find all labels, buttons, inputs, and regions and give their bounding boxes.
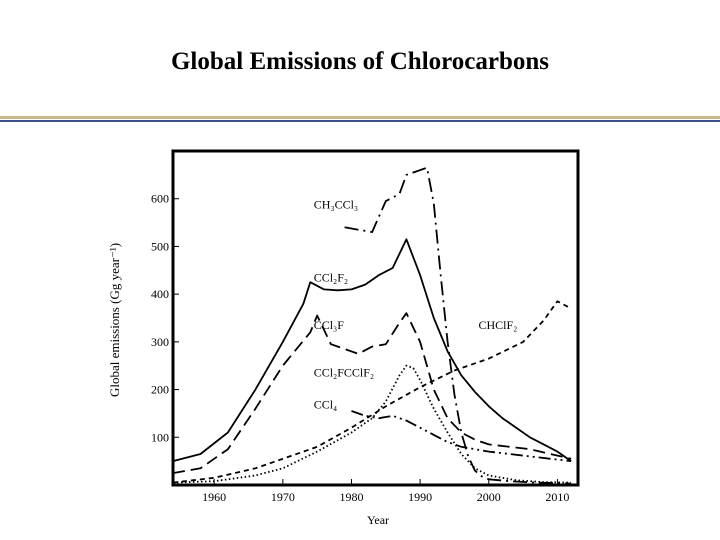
series-label: CCl₄ xyxy=(314,398,338,412)
series-labels: CH₃CCl₃ CCl₂F₂ CCl₃F CHClF₂ CCl₂FCClF₂ CCl₄ xyxy=(314,197,518,411)
y-tick-label: 100 xyxy=(151,430,169,444)
x-axis-title: Year xyxy=(367,513,389,527)
series-label: CH₃CCl₃ xyxy=(314,197,358,211)
x-tick-label: 2000 xyxy=(477,490,501,504)
y-tick-label: 200 xyxy=(151,383,169,397)
x-tick-label: 1970 xyxy=(271,490,295,504)
y-axis-title: Global emissions (Gg year⁻¹) xyxy=(107,243,122,397)
slide-title: Global Emissions of Chlorocarbons xyxy=(170,48,550,75)
y-tick-label: 400 xyxy=(151,287,169,301)
series-line xyxy=(172,312,572,474)
plot-frame xyxy=(171,149,580,487)
title-rule-gold xyxy=(0,116,720,119)
series-line xyxy=(344,166,572,485)
series-line xyxy=(172,300,572,484)
series-line xyxy=(351,410,572,462)
x-tick-label: 1980 xyxy=(339,490,363,504)
series-label: CCl₃F xyxy=(314,318,345,332)
y-tick-label: 300 xyxy=(151,335,169,349)
series-line xyxy=(172,364,572,484)
series-line xyxy=(172,238,572,462)
series-layer xyxy=(172,166,572,485)
y-tick-label: 500 xyxy=(151,239,169,253)
y-tick-label: 600 xyxy=(151,192,169,206)
title-rule-navy xyxy=(0,120,720,122)
series-label: CHClF₂ xyxy=(478,318,517,332)
x-tick-label: 2010 xyxy=(545,490,569,504)
series-label: CCl₂FCClF₂ xyxy=(314,366,374,380)
x-tick-label: 1960 xyxy=(202,490,226,504)
series-label: CCl₂F₂ xyxy=(314,270,348,284)
x-tick-label: 1990 xyxy=(408,490,432,504)
axis-ticks: 1960 1970 1980 1990 2000 2010 100 200 300 400 500 6… xyxy=(151,192,569,504)
